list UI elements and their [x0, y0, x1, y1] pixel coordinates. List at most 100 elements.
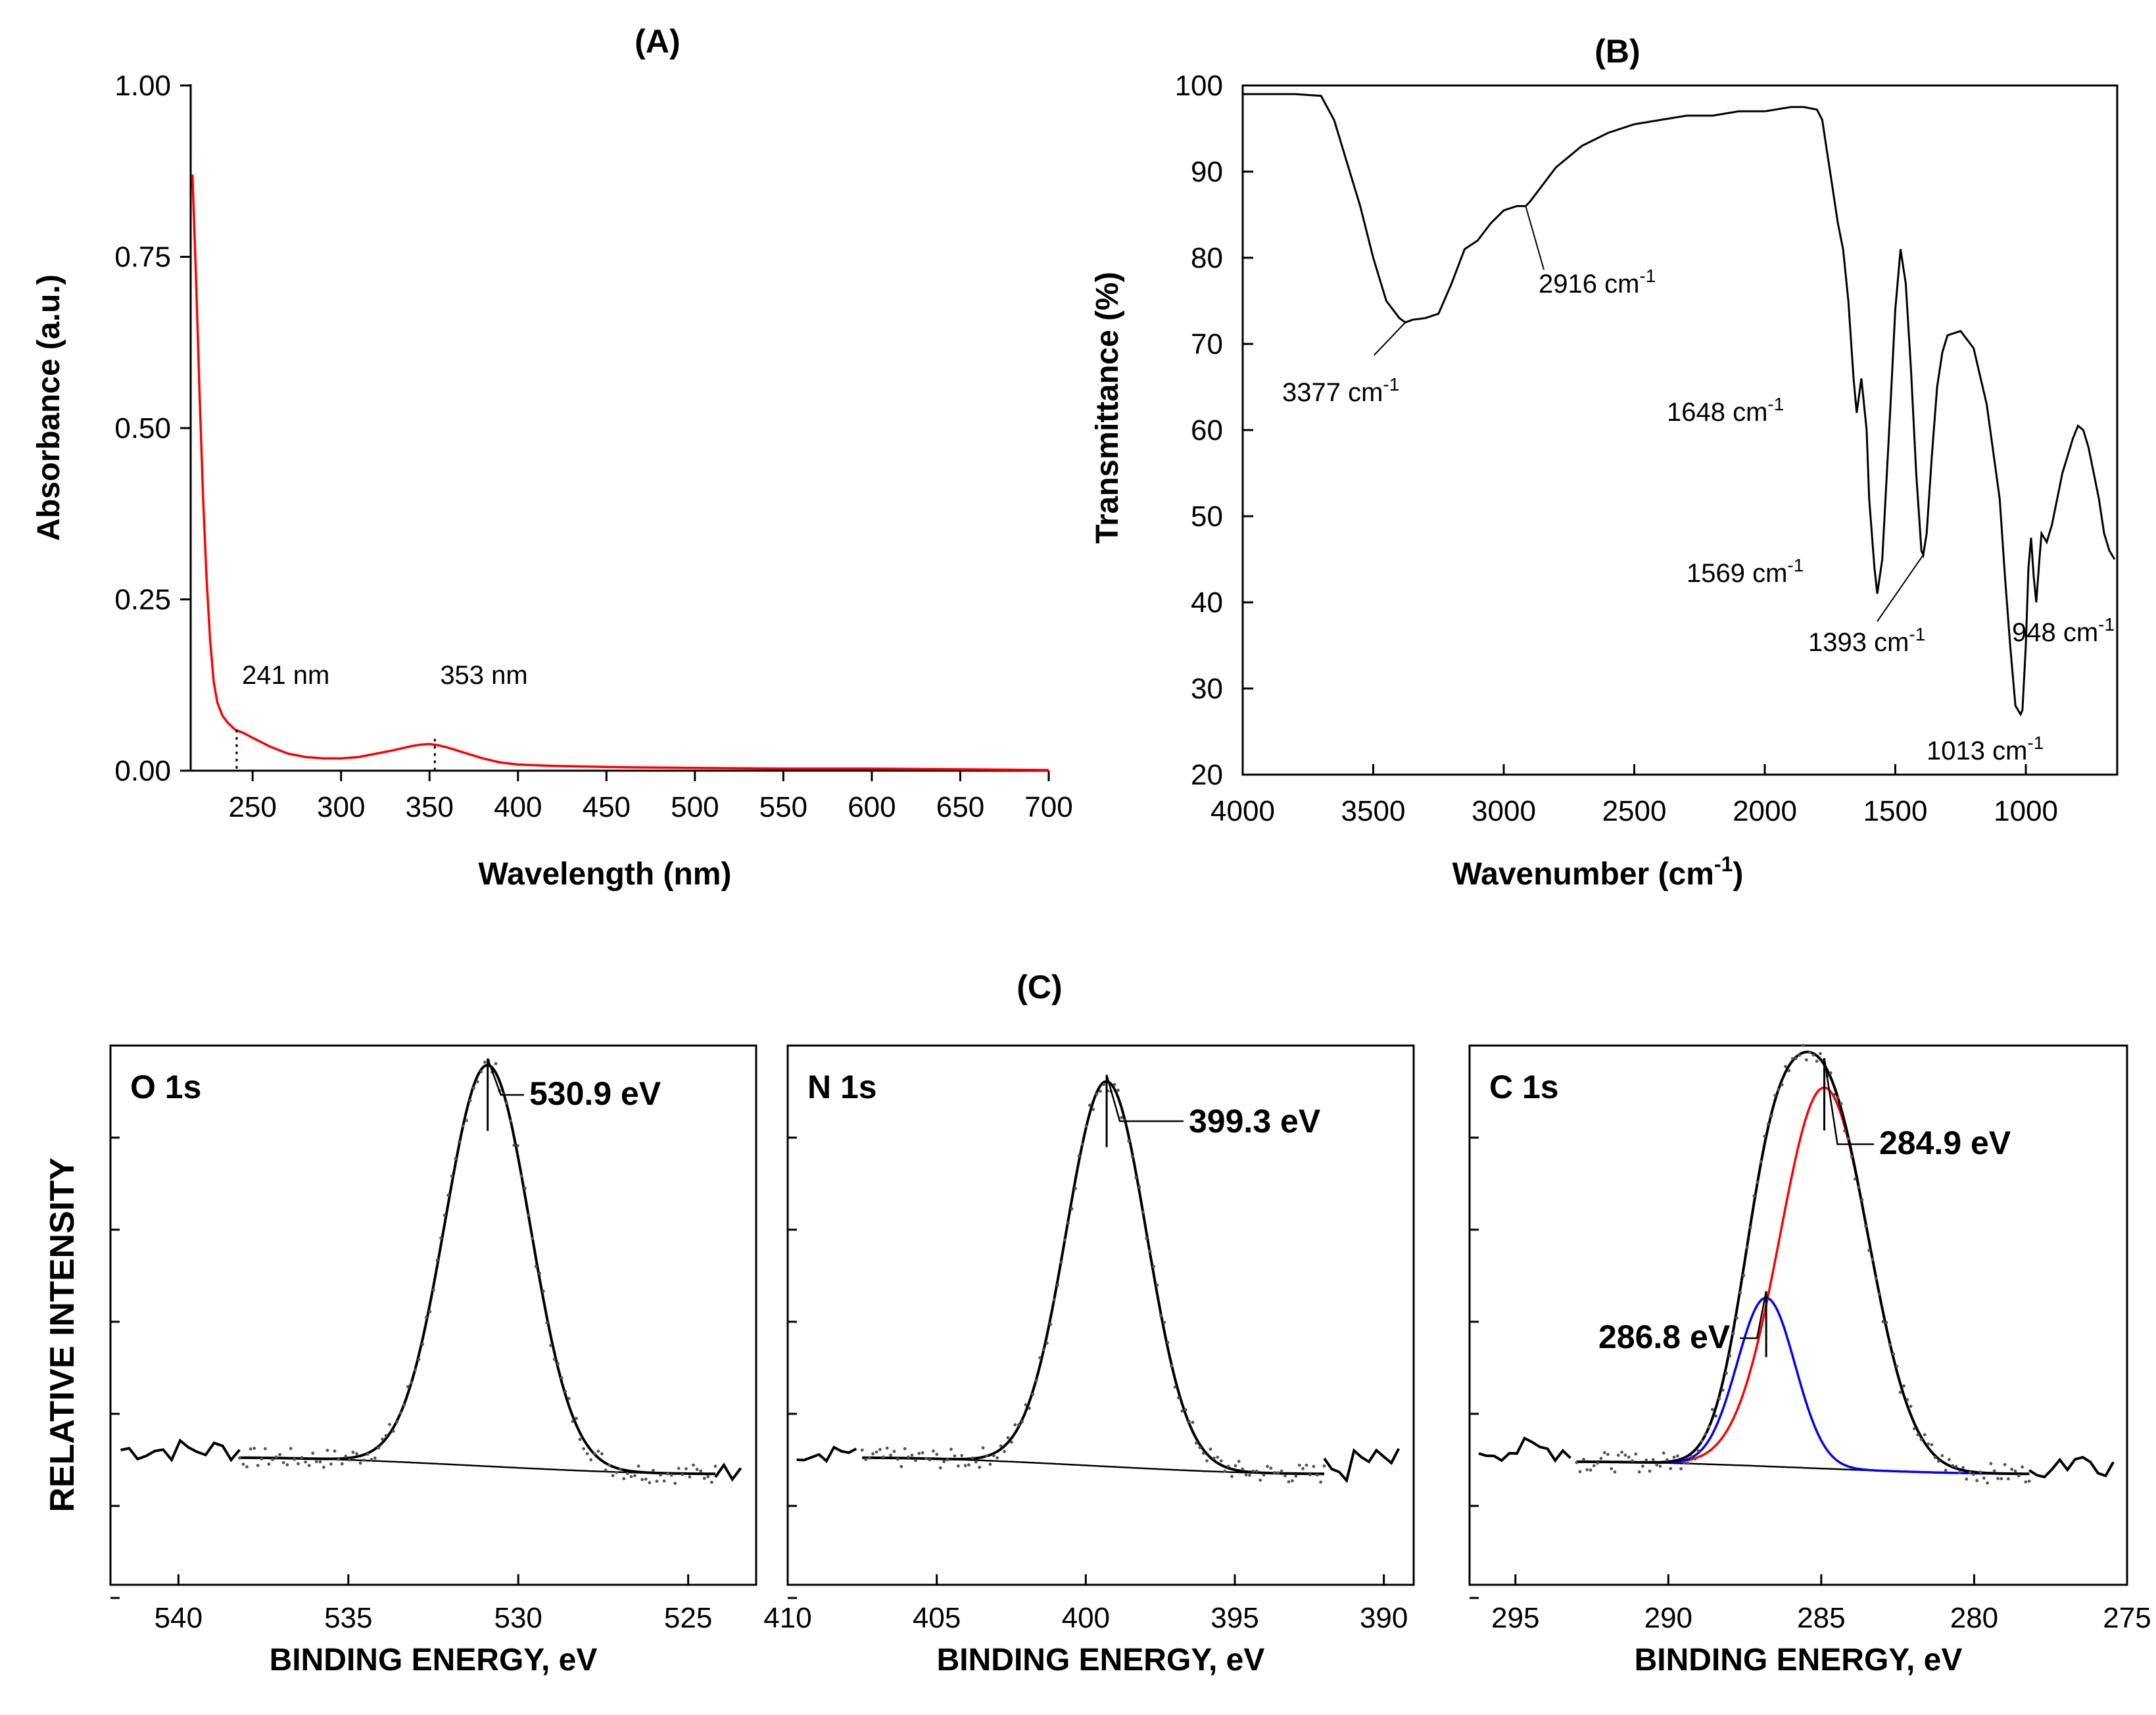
- xps-raw-data-point: [1138, 1185, 1141, 1189]
- xps-raw-data-point: [1763, 1134, 1767, 1138]
- xps-raw-data-point: [1933, 1456, 1937, 1459]
- xps-raw-data-point: [1948, 1458, 1951, 1462]
- xps-raw-data-point: [1683, 1461, 1687, 1464]
- panel-b-peak-label: 1569 cm-1: [1687, 555, 1804, 588]
- xps-raw-data-point: [860, 1448, 864, 1452]
- xps-raw-data-point: [424, 1315, 428, 1319]
- xps-raw-data-point: [450, 1174, 454, 1178]
- xps-raw-data-point: [1255, 1469, 1258, 1473]
- xps-raw-data-point: [1850, 1155, 1854, 1159]
- xps-raw-data-point: [1884, 1320, 1888, 1324]
- xps-raw-data-point: [1287, 1480, 1291, 1484]
- xps-raw-data-point: [1808, 1050, 1812, 1054]
- xps-raw-data-point: [1843, 1129, 1846, 1132]
- xps-raw-data-point: [970, 1456, 974, 1460]
- xps-x-tick-label: 405: [913, 1602, 961, 1634]
- xps-raw-data-point: [300, 1456, 304, 1459]
- xps-raw-data-point: [946, 1458, 949, 1462]
- xps-raw-data-point: [1749, 1226, 1752, 1229]
- xps-raw-data-point: [549, 1343, 552, 1347]
- xps-raw-data-point: [953, 1454, 957, 1458]
- xps-raw-data-point: [582, 1447, 585, 1451]
- xps-raw-data-point: [655, 1480, 659, 1484]
- xps-plot-frame: [1468, 1044, 2128, 1586]
- xps-raw-data-point: [699, 1469, 703, 1473]
- xps-raw-data-point: [1867, 1249, 1871, 1252]
- panel-b-y-tick-label: 20: [1191, 759, 1223, 791]
- xps-raw-data-point: [1599, 1457, 1603, 1461]
- xps-raw-data-point: [281, 1461, 285, 1464]
- panel-a-title: (A): [635, 23, 680, 60]
- xps-raw-data-point: [1833, 1093, 1836, 1096]
- xps-raw-data-point: [917, 1451, 921, 1455]
- xps-raw-data-point: [534, 1265, 538, 1268]
- xps-raw-data-point: [1665, 1458, 1669, 1462]
- xps-raw-data-point: [1081, 1142, 1084, 1146]
- panel-a-y-tick-label: 1.00: [114, 70, 171, 102]
- xps-raw-data-point: [1219, 1459, 1223, 1463]
- panel-b-x-tick-label: 1500: [1863, 795, 1928, 827]
- xps-raw-data-point: [458, 1140, 461, 1144]
- xps-raw-data-point: [1610, 1467, 1614, 1470]
- xps-raw-data-point: [1084, 1124, 1088, 1128]
- xps-raw-data-left: [1478, 1436, 1571, 1463]
- xps-raw-data-point: [1020, 1420, 1024, 1424]
- xps-raw-data-point: [1916, 1433, 1920, 1437]
- xps-raw-data-point: [1644, 1458, 1648, 1462]
- xps-x-tick-label: 280: [1950, 1602, 1998, 1634]
- xps-raw-data-point: [636, 1464, 640, 1468]
- xps-raw-data-point: [446, 1194, 450, 1197]
- xps-x-tick-label: 285: [1797, 1602, 1845, 1634]
- xps-raw-data-point: [358, 1461, 362, 1465]
- xps-raw-data-point: [1063, 1238, 1066, 1242]
- xps-raw-data-point: [1927, 1442, 1930, 1446]
- xps-raw-data-point: [1989, 1462, 1993, 1466]
- xps-raw-data-point: [1954, 1464, 1958, 1468]
- xps-raw-data-point: [337, 1457, 341, 1461]
- xps-raw-data-point: [1996, 1477, 2000, 1480]
- xps-raw-data-point: [362, 1459, 366, 1462]
- xps-raw-data-point: [314, 1460, 318, 1464]
- panel-a-y-tick-label: 0.50: [114, 412, 171, 445]
- xps-raw-data-point: [1266, 1464, 1269, 1468]
- xps-core-level-label: O 1s: [130, 1069, 201, 1105]
- xps-raw-data-point: [516, 1144, 519, 1147]
- xps-raw-data-point: [1769, 1114, 1773, 1118]
- xps-raw-data-point: [1937, 1459, 1940, 1463]
- xps-peak-label: 284.9 eV: [1879, 1124, 2011, 1161]
- xps-raw-data-point: [1198, 1445, 1202, 1449]
- xps-raw-data-point: [1968, 1470, 1972, 1474]
- xps-raw-data-point: [1721, 1388, 1725, 1392]
- xps-raw-data-point: [1009, 1440, 1013, 1444]
- xps-raw-data-point: [622, 1477, 626, 1481]
- panel-b-y-tick-label: 60: [1191, 414, 1223, 447]
- xps-raw-data-point: [414, 1368, 417, 1372]
- xps-raw-data-point: [2024, 1480, 2028, 1484]
- xps-raw-data-point: [1725, 1371, 1728, 1375]
- panel-b-y-tick-label: 30: [1191, 673, 1223, 705]
- xps-raw-data-point: [1589, 1468, 1593, 1472]
- panel-a-y-tick-label: 0.75: [114, 241, 171, 274]
- xps-raw-data-point: [1752, 1194, 1756, 1197]
- panel-b-y-tick-label: 50: [1191, 500, 1223, 533]
- xps-raw-data-point: [1145, 1236, 1149, 1240]
- xps-raw-data-point: [465, 1119, 468, 1123]
- xps-raw-data-point: [1742, 1274, 1746, 1278]
- xps-raw-data-point: [713, 1464, 717, 1468]
- panel-c-y-axis-title: RELATIVE INTENSITY: [43, 1157, 82, 1512]
- xps-raw-data-point: [1602, 1451, 1606, 1455]
- xps-fit-envelope: [1576, 1050, 2030, 1476]
- panel-a-x-tick-label: 550: [759, 791, 807, 823]
- xps-raw-data-point: [882, 1455, 886, 1459]
- panel-a-uv-vis: (A) Wavelength (nm) Absorbance (a.u.) 25…: [32, 23, 1073, 892]
- xps-raw-data-point: [1919, 1437, 1923, 1441]
- xps-raw-data-point: [1049, 1322, 1053, 1326]
- xps-raw-data-point: [688, 1475, 692, 1479]
- xps-raw-data-point: [1815, 1059, 1819, 1063]
- panel-b-leader-line: [1525, 206, 1545, 270]
- xps-raw-data-point: [348, 1458, 351, 1462]
- xps-raw-data-point: [1623, 1453, 1627, 1457]
- xps-raw-data-point: [1627, 1455, 1631, 1459]
- xps-raw-data-point: [1790, 1057, 1794, 1061]
- xps-raw-data-point: [903, 1447, 907, 1451]
